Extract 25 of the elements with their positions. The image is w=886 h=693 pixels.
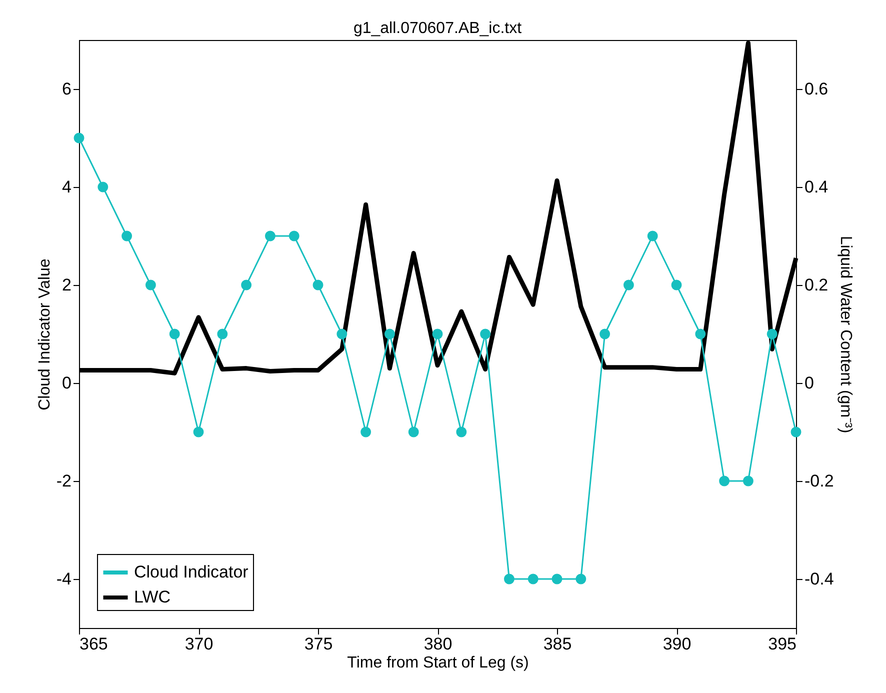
x-axis-title: Time from Start of Leg (s) bbox=[347, 654, 529, 672]
y2-axis-title: Liquid Water Content (gm⁻³) bbox=[836, 236, 854, 434]
x-tick-label: 385 bbox=[543, 634, 572, 654]
y2-tick-label: 0.2 bbox=[804, 276, 828, 294]
y-tick-label: 6 bbox=[62, 80, 72, 98]
y2-tick-label: -0.2 bbox=[804, 472, 834, 490]
legend-label: Cloud Indicator bbox=[134, 562, 249, 582]
x-tick-label: 365 bbox=[80, 634, 108, 654]
y2-tick-label: 0.4 bbox=[804, 178, 828, 196]
y-tick-label: -4 bbox=[56, 570, 72, 588]
legend-label: LWC bbox=[134, 588, 171, 606]
chart-title: g1_all.070607.AB_ic.txt bbox=[353, 20, 522, 37]
y-tick-label: 2 bbox=[62, 276, 72, 294]
y-tick-label: 4 bbox=[62, 178, 72, 196]
x-tick-label: 370 bbox=[184, 634, 214, 654]
x-tick-label: 380 bbox=[424, 634, 452, 654]
y2-tick-label: 0.6 bbox=[804, 80, 828, 98]
y-tick-label: -2 bbox=[56, 472, 72, 490]
y-tick-label: 0 bbox=[62, 374, 72, 392]
x-tick-label: 395 bbox=[768, 634, 796, 654]
y2-tick-label: -0.4 bbox=[804, 570, 834, 588]
x-tick-label: 375 bbox=[304, 634, 333, 654]
y-axis-title: Cloud Indicator Value bbox=[36, 258, 54, 410]
x-tick-label: 390 bbox=[662, 634, 692, 654]
y2-tick-label: 0 bbox=[804, 374, 814, 392]
